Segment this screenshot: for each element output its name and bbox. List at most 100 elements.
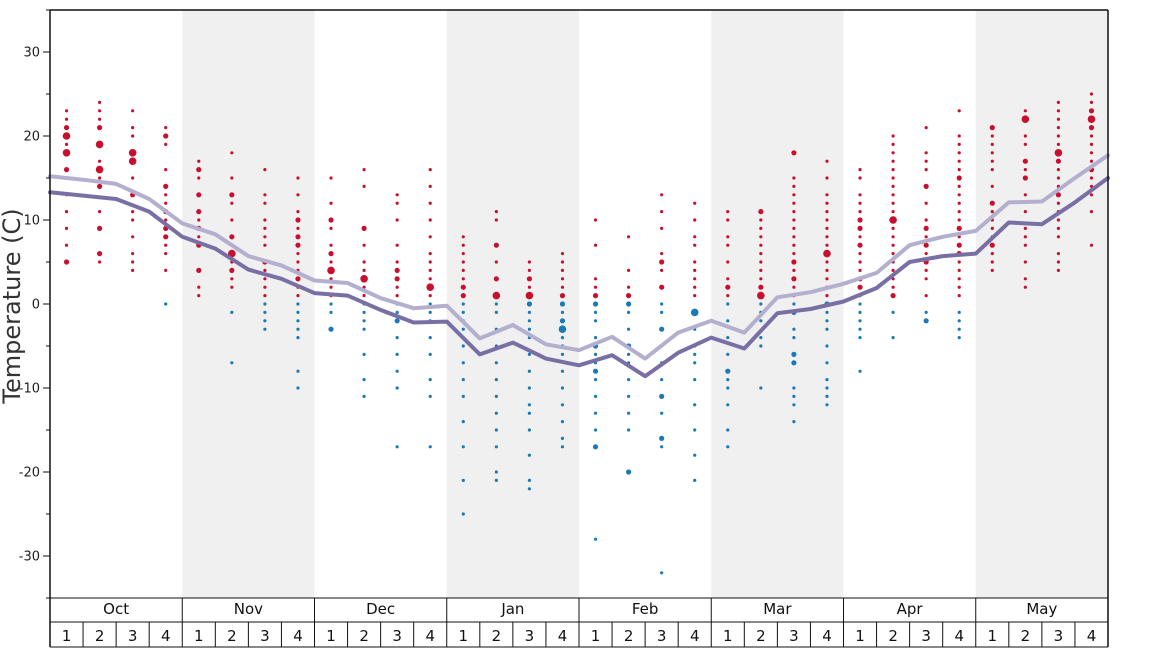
temperature-point: [296, 369, 300, 373]
week-label: 2: [756, 627, 766, 645]
temperature-point: [527, 403, 532, 407]
temperature-point: [394, 267, 400, 273]
week-label: 1: [62, 627, 72, 645]
temperature-point: [64, 117, 69, 121]
temperature-point: [693, 478, 697, 482]
temperature-point: [527, 369, 532, 373]
temperature-point: [592, 293, 599, 299]
temperature-point: [593, 411, 598, 415]
temperature-point: [64, 210, 69, 214]
temperature-point: [527, 487, 532, 491]
temperature-point: [891, 235, 895, 239]
temperature-point: [957, 151, 961, 155]
temperature-point: [593, 336, 598, 340]
temperature-point: [693, 235, 697, 239]
temperature-point: [560, 310, 565, 314]
temperature-point: [792, 252, 796, 256]
temperature-point: [560, 386, 565, 390]
temperature-point: [1089, 243, 1094, 247]
temperature-point: [626, 428, 631, 432]
y-axis-label: Temperature (C): [0, 208, 26, 404]
temperature-point: [792, 327, 796, 331]
temperature-point: [559, 318, 566, 324]
temperature-point: [428, 302, 432, 306]
temperature-point: [1056, 218, 1061, 222]
temperature-point: [329, 243, 333, 247]
temperature-point: [461, 310, 465, 314]
temperature-point: [990, 268, 994, 272]
temperature-point: [196, 267, 202, 273]
temperature-point: [825, 260, 829, 264]
temperature-point: [395, 310, 399, 314]
temperature-point: [660, 252, 664, 256]
temperature-point: [890, 293, 896, 299]
y-tick-label: -10: [19, 382, 40, 397]
temperature-point: [493, 242, 499, 248]
temperature-point: [1087, 115, 1096, 123]
temperature-point: [825, 310, 829, 314]
temperature-point: [757, 291, 765, 300]
temperature-point: [164, 201, 168, 205]
temperature-point: [858, 193, 862, 197]
temperature-point: [858, 268, 862, 272]
week-label: 1: [194, 627, 204, 645]
temperature-point: [230, 151, 234, 155]
temperature-point: [858, 252, 862, 256]
temperature-point: [395, 445, 399, 449]
week-label: 4: [293, 627, 303, 645]
week-label: 3: [260, 627, 270, 645]
temperature-point: [825, 386, 829, 390]
temperature-point: [1089, 142, 1094, 146]
temperature-point: [825, 327, 829, 331]
temperature-point: [956, 225, 962, 231]
temperature-point: [1056, 252, 1061, 256]
temperature-point: [164, 268, 168, 272]
temperature-point: [428, 445, 432, 449]
temperature-point: [957, 109, 961, 113]
temperature-point: [1089, 176, 1094, 180]
temperature-point: [131, 268, 135, 272]
temperature-point: [97, 100, 102, 104]
temperature-point: [957, 159, 961, 163]
temperature-point: [1088, 125, 1095, 131]
temperature-point: [394, 318, 400, 324]
temperature-point: [461, 243, 465, 247]
temperature-point: [858, 235, 862, 239]
week-label: 3: [525, 627, 535, 645]
temperature-point: [957, 218, 961, 222]
temperature-point: [328, 217, 334, 223]
temperature-point: [96, 125, 103, 131]
temperature-point: [825, 319, 829, 323]
week-label: 3: [657, 627, 667, 645]
temperature-point: [1022, 175, 1028, 181]
temperature-point: [263, 268, 267, 272]
temperature-point: [659, 259, 665, 265]
temperature-point: [891, 176, 895, 180]
temperature-point: [1023, 109, 1027, 113]
temperature-point: [296, 193, 300, 197]
temperature-point: [327, 266, 335, 275]
temperature-point: [857, 217, 863, 223]
temperature-point: [924, 310, 928, 314]
temperature-point: [924, 159, 928, 163]
temperature-point: [923, 225, 929, 231]
temperature-point: [726, 319, 730, 323]
temperature-point: [825, 268, 829, 272]
temperature-point: [660, 310, 664, 314]
temperature-point: [758, 284, 764, 290]
week-label: 1: [855, 627, 865, 645]
temperature-point: [559, 293, 566, 299]
week-label: 1: [988, 627, 998, 645]
temperature-point: [626, 411, 631, 415]
temperature-point: [726, 302, 730, 306]
temperature-point: [230, 201, 234, 205]
temperature-point: [230, 176, 234, 180]
temperature-point: [63, 125, 70, 131]
temperature-point: [858, 210, 862, 214]
temperature-point: [593, 310, 598, 314]
temperature-point: [96, 183, 103, 189]
temperature-point: [560, 436, 565, 440]
temperature-point: [759, 268, 763, 272]
temperature-point: [593, 319, 598, 323]
temperature-point: [97, 260, 102, 264]
